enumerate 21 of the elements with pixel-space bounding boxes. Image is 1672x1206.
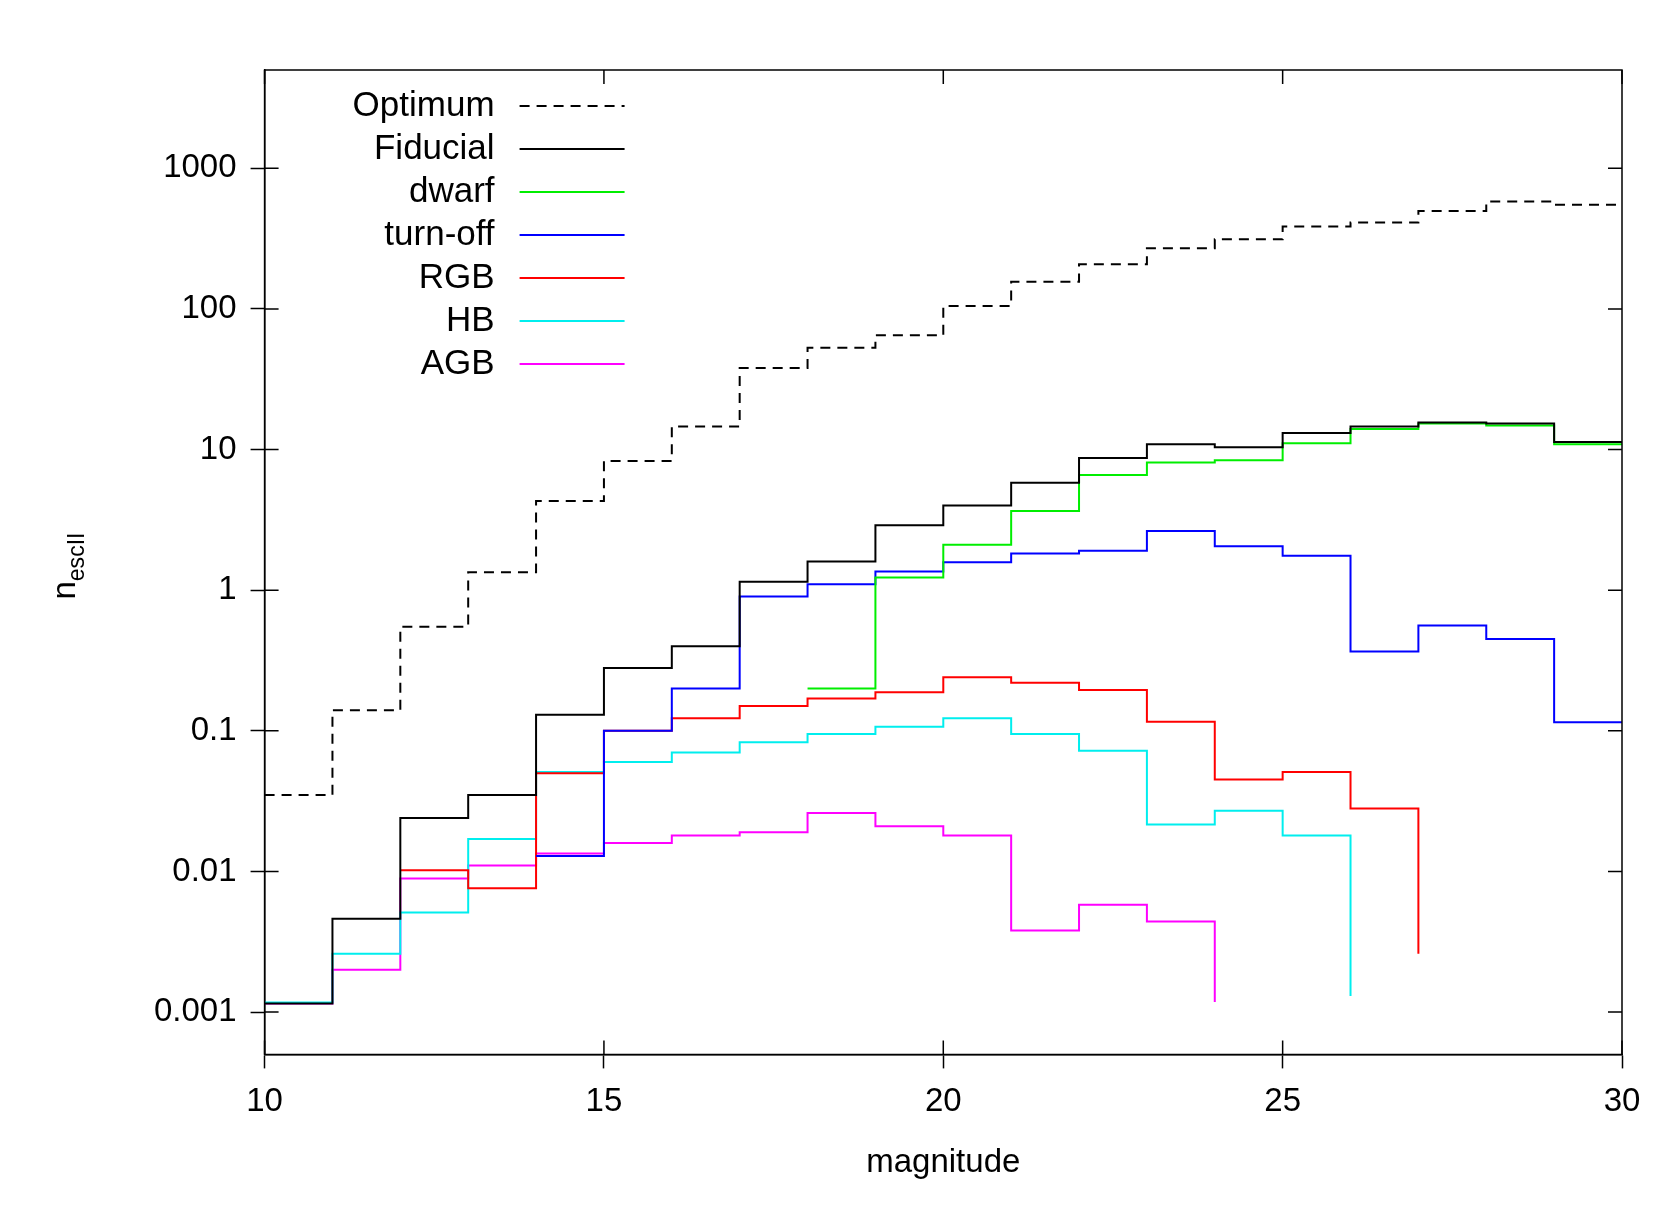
y-tick-label: 1000 [163, 147, 237, 185]
legend-label: turn-off [384, 212, 495, 252]
y-tick-label: 0.001 [153, 991, 237, 1029]
legend-label: Fiducial [373, 126, 495, 166]
y-tick-label: 10 [199, 428, 237, 466]
x-tick-label: 30 [1603, 1081, 1641, 1119]
x-axis-title: magnitude [866, 1142, 1021, 1180]
x-tick-label: 15 [585, 1081, 623, 1119]
legend-label: AGB [420, 341, 495, 381]
legend-label: HB [445, 298, 495, 338]
x-tick-label: 25 [1264, 1081, 1301, 1119]
legend-label: dwarf [408, 169, 495, 209]
x-tick-label: 10 [246, 1081, 283, 1119]
legend-label: Optimum [352, 83, 495, 123]
y-tick-label: 0.01 [172, 850, 237, 888]
y-axis-title: nescII [44, 532, 90, 600]
legend-label: RGB [418, 255, 495, 295]
x-tick-label: 20 [924, 1081, 962, 1119]
y-tick-label: 100 [181, 288, 237, 326]
y-tick-label: 0.1 [190, 709, 237, 747]
y-tick-label: 1 [218, 569, 237, 607]
